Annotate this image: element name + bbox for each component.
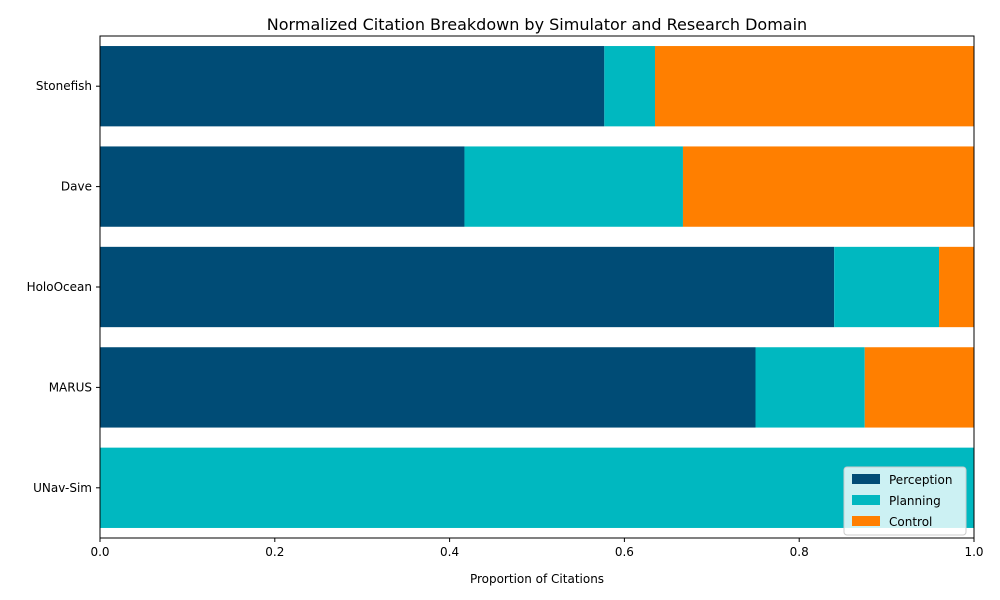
legend: Perception Planning Control xyxy=(843,466,967,536)
bars-layer xyxy=(100,46,974,528)
x-axis-label: Proportion of Citations xyxy=(470,572,604,586)
legend-swatch-control xyxy=(852,516,880,526)
x-tick-label: 0.4 xyxy=(440,545,459,559)
y-tick-label-stonefish: Stonefish xyxy=(36,79,92,93)
bar-stonefish-perception xyxy=(100,46,605,127)
bar-marus-perception xyxy=(100,347,756,428)
x-axis: 0.0 0.2 0.4 0.6 0.8 1.0 xyxy=(90,538,984,559)
bar-stonefish-planning xyxy=(604,46,655,127)
legend-label-perception: Perception xyxy=(889,473,952,487)
bar-holoocean-perception xyxy=(100,246,835,328)
x-tick-label: 0.2 xyxy=(265,545,284,559)
bar-dave-control xyxy=(682,146,974,227)
bar-holoocean-control xyxy=(939,246,974,328)
bar-unav-sim-planning xyxy=(100,447,974,528)
x-tick-label: 0.6 xyxy=(615,545,634,559)
legend-label-control: Control xyxy=(889,515,932,529)
bar-holoocean-planning xyxy=(834,246,940,328)
y-axis: UNav-Sim MARUS HoloOcean Dave Stonefish xyxy=(27,79,100,495)
y-tick-label-holoocean: HoloOcean xyxy=(27,280,92,294)
bar-marus-planning xyxy=(755,347,865,428)
bar-dave-planning xyxy=(464,146,683,227)
legend-swatch-planning xyxy=(852,495,880,505)
legend-label-planning: Planning xyxy=(889,494,941,508)
bar-stonefish-control xyxy=(654,46,974,127)
chart-title: Normalized Citation Breakdown by Simulat… xyxy=(267,15,807,34)
x-tick-label: 0.8 xyxy=(790,545,809,559)
x-tick-label: 0.0 xyxy=(90,545,109,559)
y-tick-label-marus: MARUS xyxy=(49,380,92,394)
x-tick-label: 1.0 xyxy=(964,545,983,559)
y-tick-label-dave: Dave xyxy=(61,180,92,194)
y-tick-label-unav-sim: UNav-Sim xyxy=(33,481,92,495)
legend-swatch-perception xyxy=(852,474,880,484)
bar-dave-perception xyxy=(100,146,465,227)
bar-marus-control xyxy=(864,347,974,428)
